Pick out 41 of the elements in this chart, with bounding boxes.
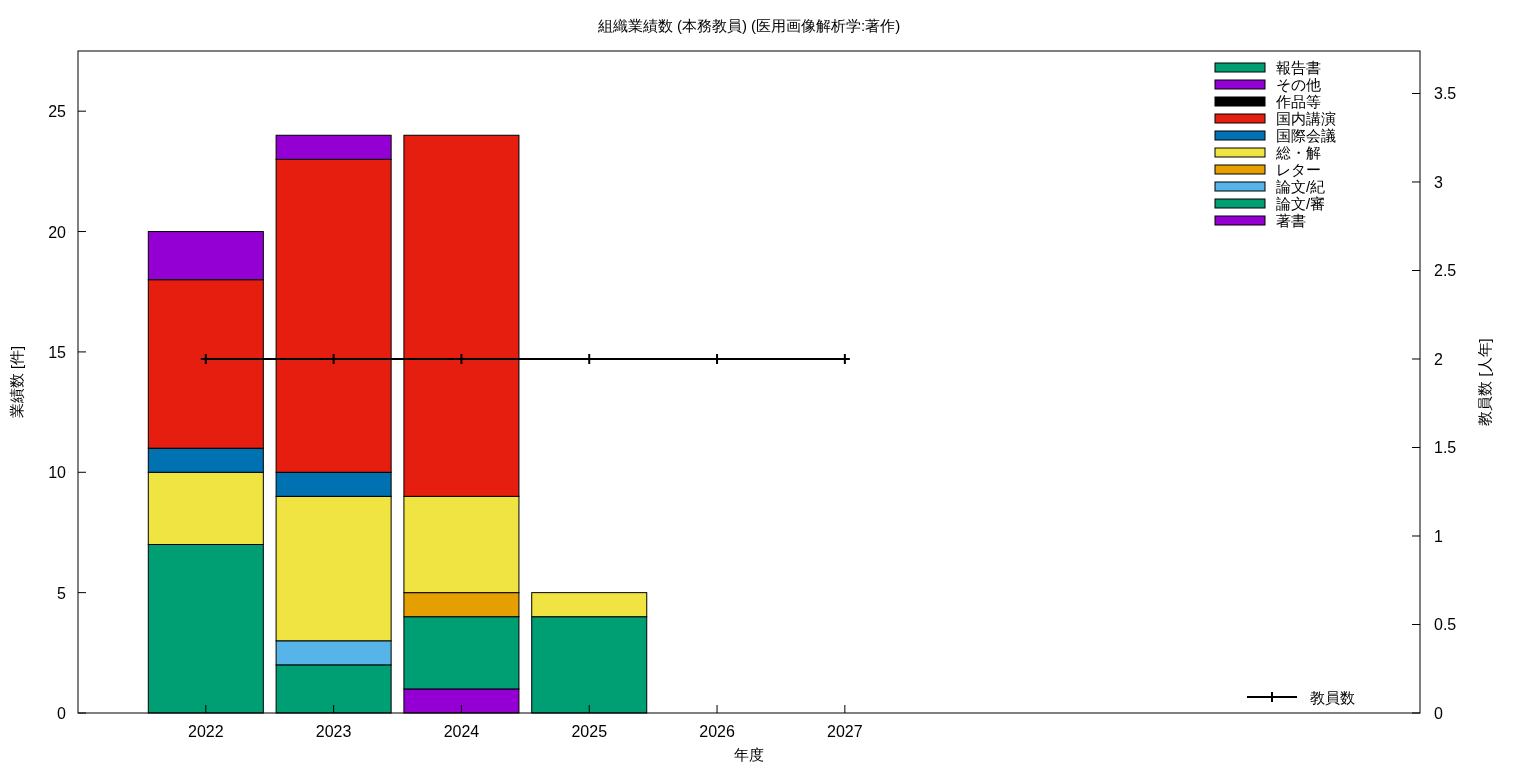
legend-label: 国内講演 [1276, 110, 1336, 127]
legend-label: レター [1276, 161, 1321, 178]
y2-tick-label: 1 [1434, 527, 1443, 545]
x-tick-label: 2023 [315, 723, 352, 740]
bar [147, 231, 264, 281]
y-tick-label: 25 [48, 103, 67, 121]
y-tick-label: 20 [48, 223, 67, 241]
y-tick-label: 15 [48, 343, 67, 361]
x-tick-label: 2026 [699, 723, 735, 740]
bar [147, 447, 264, 473]
y2-tick-label: 2 [1434, 350, 1443, 368]
legend-label: その他 [1276, 76, 1321, 93]
chart-title: 組織業績数 (本務教員) (医用画像解析学:著作) [596, 17, 901, 34]
legend-label: 著書 [1276, 212, 1306, 229]
x-tick-label: 2027 [827, 723, 863, 740]
x-tick-label: 2024 [443, 723, 480, 740]
x-axis-title: 年度 [734, 746, 764, 763]
x-tick-label: 2025 [571, 723, 608, 740]
x-tick-label: 2022 [188, 723, 224, 740]
bar [531, 592, 648, 618]
legend-label: 総・解 [1275, 144, 1321, 161]
legend-label: 国際会議 [1276, 127, 1336, 144]
bar [275, 134, 392, 160]
legend-label: 報告書 [1276, 59, 1321, 76]
y2-tick-label: 3 [1434, 173, 1443, 191]
legend-label: 論文/紀 [1276, 178, 1326, 195]
y2-tick-label: 2.5 [1434, 262, 1457, 280]
y2-tick-label: 1.5 [1434, 439, 1457, 457]
legend-label: 教員数 [1310, 689, 1355, 706]
legend-label: 作品等 [1275, 93, 1321, 110]
bar [275, 471, 392, 497]
bar [147, 471, 264, 545]
legend-label: 論文/審 [1276, 195, 1326, 212]
y-tick-label: 5 [57, 584, 67, 602]
y2-axis-title: 教員数 [人年] [1476, 338, 1493, 426]
y2-tick-label: 0 [1434, 705, 1443, 722]
y2-tick-label: 3.5 [1434, 85, 1457, 103]
y2-tick-label: 0.5 [1434, 616, 1457, 634]
y-tick-label: 10 [48, 464, 67, 482]
y-tick-label: 0 [57, 705, 67, 722]
y-axis-title: 業績数 [件] [8, 345, 25, 419]
